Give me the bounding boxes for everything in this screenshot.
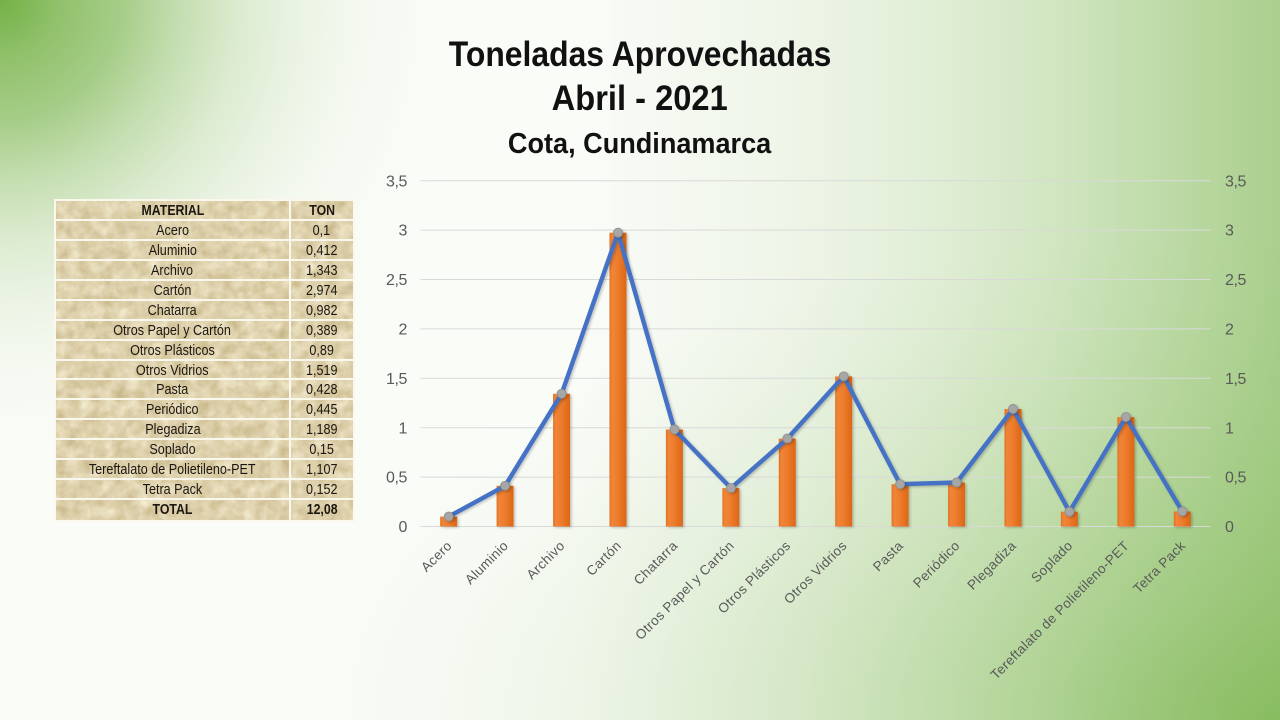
svg-text:3: 3 (399, 223, 408, 240)
svg-text:Chatarra: Chatarra (631, 538, 681, 588)
svg-text:0,5: 0,5 (1225, 470, 1247, 487)
svg-text:2: 2 (1225, 322, 1234, 339)
svg-text:0: 0 (1225, 519, 1234, 536)
svg-text:Aluminio: Aluminio (462, 538, 511, 587)
svg-text:1,5: 1,5 (386, 371, 408, 388)
svg-text:2,5: 2,5 (1225, 272, 1247, 289)
svg-text:Tetra Pack: Tetra Pack (1130, 538, 1188, 596)
svg-text:Plegadiza: Plegadiza (964, 538, 1019, 593)
svg-text:0,5: 0,5 (386, 470, 408, 487)
svg-text:Cartón: Cartón (583, 538, 624, 579)
svg-text:3: 3 (1225, 223, 1234, 240)
svg-text:1: 1 (1225, 420, 1234, 437)
svg-text:Soplado: Soplado (1028, 538, 1075, 585)
svg-text:Otros Papel y Cartón: Otros Papel y Cartón (632, 538, 737, 643)
svg-text:2: 2 (399, 322, 408, 339)
svg-text:1,5: 1,5 (1225, 371, 1247, 388)
svg-text:Periódico: Periódico (910, 538, 963, 591)
svg-text:3,5: 3,5 (386, 173, 408, 190)
svg-text:Acero: Acero (418, 538, 455, 575)
svg-text:1: 1 (399, 420, 408, 437)
svg-text:2,5: 2,5 (386, 272, 408, 289)
svg-text:0: 0 (399, 519, 408, 536)
svg-text:Archivo: Archivo (524, 538, 568, 582)
svg-text:Pasta: Pasta (870, 538, 906, 574)
svg-text:3,5: 3,5 (1225, 173, 1247, 190)
